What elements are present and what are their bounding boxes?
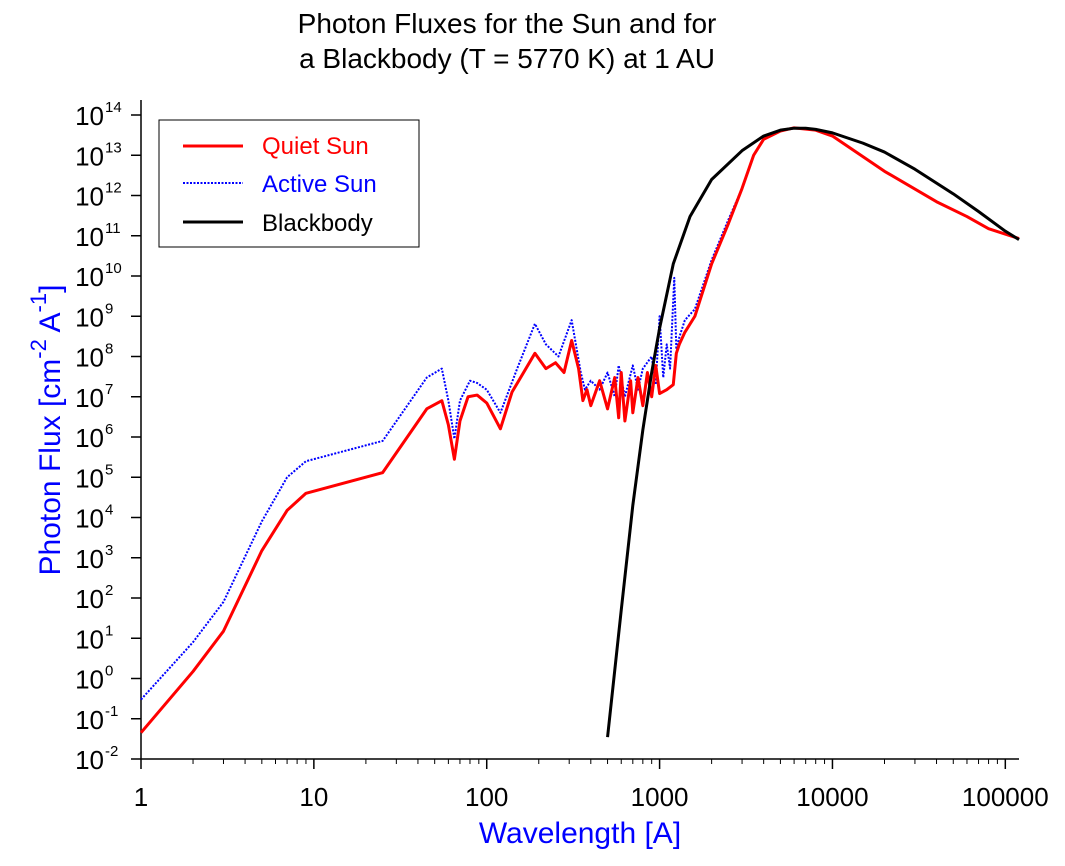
y-tick-exponent: -1 (105, 703, 118, 720)
x-axis-label: Wavelength [A] (479, 817, 681, 850)
x-tick-label: 10 (299, 782, 328, 812)
legend-label-active-sun: Active Sun (262, 171, 377, 198)
y-tick-exponent: 14 (105, 99, 122, 116)
y-tick-exponent: 4 (105, 502, 113, 519)
series-line-quiet-sun (139, 126, 1020, 734)
y-axis-label-main: Photon Flux [cm (34, 359, 67, 576)
y-tick-exponent: 9 (105, 300, 113, 317)
y-tick-exponent: 0 (105, 663, 113, 680)
svg-text:Photon Flux [cm-2 A-1]: Photon Flux [cm-2 A-1] (26, 285, 67, 576)
y-tick-exponent: 7 (105, 381, 113, 398)
y-tick-label: 10 (75, 544, 104, 574)
y-tick-label: 10 (75, 665, 104, 695)
x-tick-label: 10000 (796, 782, 868, 812)
y-tick-label: 10 (75, 705, 104, 735)
y-tick-label: 10 (75, 101, 104, 131)
x-tick-label: 1 (134, 782, 148, 812)
legend-label-blackbody: Blackbody (262, 210, 373, 237)
y-tick-label: 10 (75, 302, 104, 332)
y-tick-label: 10 (75, 262, 104, 292)
x-tick-label: 100 (465, 782, 508, 812)
y-tick-label: 10 (75, 141, 104, 171)
y-tick-label: 10 (75, 504, 104, 534)
y-axis-label-sup2: -1 (26, 293, 51, 313)
legend: Quiet Sun Active Sun Blackbody (158, 119, 420, 248)
y-tick-exponent: 10 (105, 260, 122, 277)
y-tick-exponent: 13 (105, 139, 122, 156)
y-axis-label: Photon Flux [cm-2 A-1] (26, 285, 67, 576)
y-tick-exponent: 5 (105, 461, 113, 478)
y-tick-label: 10 (75, 383, 104, 413)
y-tick-exponent: 6 (105, 421, 113, 438)
y-tick-exponent: 1 (105, 622, 113, 639)
y-tick-label: 10 (75, 222, 104, 252)
chart-title-line-2: a Blackbody (T = 5770 K) at 1 AU (299, 43, 715, 74)
y-tick-label: 10 (75, 584, 104, 614)
y-axis-label-sup1: -2 (26, 339, 51, 359)
x-tick-label: 100000 (962, 782, 1049, 812)
y-tick-label: 10 (75, 343, 104, 373)
y-tick-exponent: 12 (105, 180, 122, 197)
y-tick-label: 10 (75, 624, 104, 654)
x-tick-label: 1000 (631, 782, 689, 812)
y-tick-label: 10 (75, 182, 104, 212)
series-line-blackbody (606, 126, 1020, 738)
chart-title-line-1: Photon Fluxes for the Sun and for (298, 8, 717, 39)
y-axis-label-end: ] (34, 285, 67, 293)
y-tick-exponent: 2 (105, 582, 113, 599)
data-series (139, 126, 1020, 738)
y-axis-label-mid: A (34, 312, 67, 339)
y-tick-exponent: -2 (105, 743, 118, 760)
y-tick-label: 10 (75, 745, 104, 775)
y-tick-exponent: 3 (105, 542, 113, 559)
legend-label-quiet-sun: Quiet Sun (262, 133, 369, 160)
y-tick-label: 10 (75, 423, 104, 453)
y-tick-exponent: 8 (105, 341, 113, 358)
y-tick-exponent: 11 (105, 220, 121, 237)
y-tick-label: 10 (75, 463, 104, 493)
